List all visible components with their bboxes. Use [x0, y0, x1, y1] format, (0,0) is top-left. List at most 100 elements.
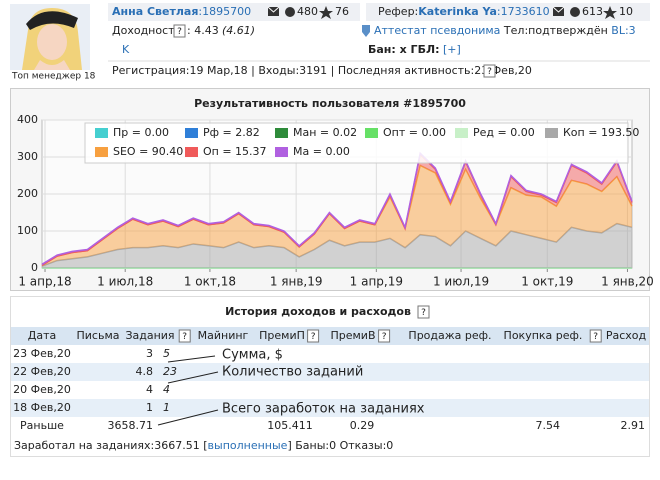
star-icon	[603, 6, 617, 19]
legend-swatch	[95, 128, 108, 138]
help-text: ?	[487, 67, 492, 77]
legend-box	[84, 122, 629, 164]
gbl[interactable]: [+]	[443, 43, 461, 56]
cell: 20 Фев,20	[13, 383, 71, 396]
k-link[interactable]: K	[122, 43, 130, 56]
help-text: ?	[177, 27, 182, 37]
cell: 23	[163, 365, 177, 378]
table: Дата Письма Задания? Майнинг ПремиП? ПремиВ? П…	[11, 327, 649, 432]
help-box	[307, 329, 320, 343]
referrer-label: Рефер:	[378, 5, 418, 18]
header-bar	[108, 3, 360, 21]
cell: 4	[163, 383, 170, 396]
mail-count: 480	[297, 5, 318, 18]
cell: 4.8	[136, 365, 154, 378]
legend-label: Рф = 2.82	[203, 126, 260, 139]
cell: 18 Фев,20	[13, 401, 71, 414]
yield-value: : 4.43	[187, 24, 219, 37]
help-text: ?	[593, 332, 598, 342]
column-header: Письма	[77, 329, 120, 342]
help-icon[interactable]: ?	[178, 329, 191, 343]
column-header: ПремиВ	[330, 329, 375, 342]
help-box	[178, 329, 191, 343]
help-box	[589, 329, 602, 343]
cell: 23 Фев,20	[13, 347, 71, 360]
cell: 4	[146, 383, 153, 396]
legend-label: Пр = 0.00	[113, 126, 169, 139]
cell: 3658.71	[108, 419, 154, 432]
x-tick-label: 1 июл,18	[97, 275, 153, 289]
mail-icon[interactable]	[267, 6, 280, 16]
y-tick-label: 100	[17, 224, 38, 237]
cell: 0.29	[350, 419, 375, 432]
gear-icon	[570, 7, 580, 17]
bl[interactable]: BL:3	[611, 24, 635, 37]
legend-label: SEO = 90.40	[113, 145, 183, 158]
help-icon[interactable]: ?	[589, 329, 602, 343]
column-header: ПремиП	[259, 329, 305, 342]
area	[42, 165, 632, 267]
x-tick-label: 1 июл,19	[433, 275, 489, 289]
row-bg	[11, 399, 649, 417]
referrer-line: Рефер:Katerinka Ya:1733610	[378, 5, 550, 18]
legend-swatch	[365, 128, 378, 138]
footer-link[interactable]: выполненные	[208, 439, 288, 452]
help-text: ?	[421, 308, 426, 318]
y-tick-label: 200	[17, 187, 38, 200]
y-tick-label: 0	[31, 261, 38, 274]
cell: 3	[146, 347, 153, 360]
gear-icon	[285, 7, 295, 17]
help-icon[interactable]: ?	[173, 24, 186, 38]
column-header: Задания	[125, 329, 174, 342]
attestat[interactable]: Аттестат псевдонима	[374, 24, 500, 37]
help-icon[interactable]: ?	[307, 329, 320, 343]
legend-swatch	[185, 128, 198, 138]
legend-label: Коп = 193.50	[563, 126, 639, 139]
user-name[interactable]: Анна Светлая	[112, 5, 198, 18]
yield-alt: (4.61)	[222, 24, 255, 37]
row-bg	[11, 363, 649, 381]
legend-label: Оп = 15.37	[203, 145, 267, 158]
avatar[interactable]	[10, 4, 90, 70]
referrer-id[interactable]: :1733610	[497, 5, 550, 18]
tel: Тел:подтверждён	[503, 24, 608, 37]
annotation-line	[167, 371, 219, 384]
help-icon[interactable]: ?	[417, 305, 430, 319]
column-header: Майнинг	[198, 329, 249, 342]
mail-icon[interactable]	[552, 6, 565, 16]
help-text: ?	[382, 332, 387, 342]
annotation: Сумма, $	[222, 348, 283, 363]
cell: 105.411	[267, 419, 313, 432]
help-box	[378, 329, 391, 343]
cell: 1	[163, 401, 170, 414]
legend-swatch	[275, 128, 288, 138]
stars: 76	[335, 5, 349, 18]
star-icon	[319, 6, 333, 19]
annotation-line	[157, 409, 219, 426]
attestat-line: Аттестат псевдонима Тел:подтверждён BL:3	[374, 24, 636, 37]
annotation: Всего заработок на заданиях	[222, 402, 425, 417]
footer-rest: ] Баны:0 Отказы:0	[287, 439, 393, 452]
x-tick-label: 1 янв,20	[601, 275, 654, 289]
x-tick-label: 1 апр,18	[18, 275, 71, 289]
annotation-line	[167, 355, 216, 363]
yield-label: Доходность	[112, 24, 181, 37]
footer: Заработал на заданиях:3667.51 [выполненн…	[14, 439, 393, 452]
referrer-name[interactable]: Katerinka Ya	[418, 5, 497, 18]
help-text: ?	[311, 332, 316, 342]
legend-swatch	[545, 128, 558, 138]
referrer-stars: 10	[619, 5, 633, 18]
help-icon[interactable]: ?	[483, 64, 496, 78]
legend-swatch	[455, 128, 468, 138]
help-text: ?	[182, 332, 187, 342]
footer-earned: Заработал на заданиях:3667.51 [	[14, 439, 208, 452]
column-header: Расход	[606, 329, 647, 342]
chart-title: Результативность пользователя #1895700	[194, 97, 466, 110]
help-icon[interactable]: ?	[378, 329, 391, 343]
annotation: Количество заданий	[222, 365, 363, 380]
ban-line: Бан: x ГБЛ: [+]	[368, 43, 461, 56]
area-line	[41, 151, 633, 265]
user-id[interactable]: :1895700	[198, 5, 251, 18]
x-tick-label: 1 окт,19	[521, 275, 573, 289]
